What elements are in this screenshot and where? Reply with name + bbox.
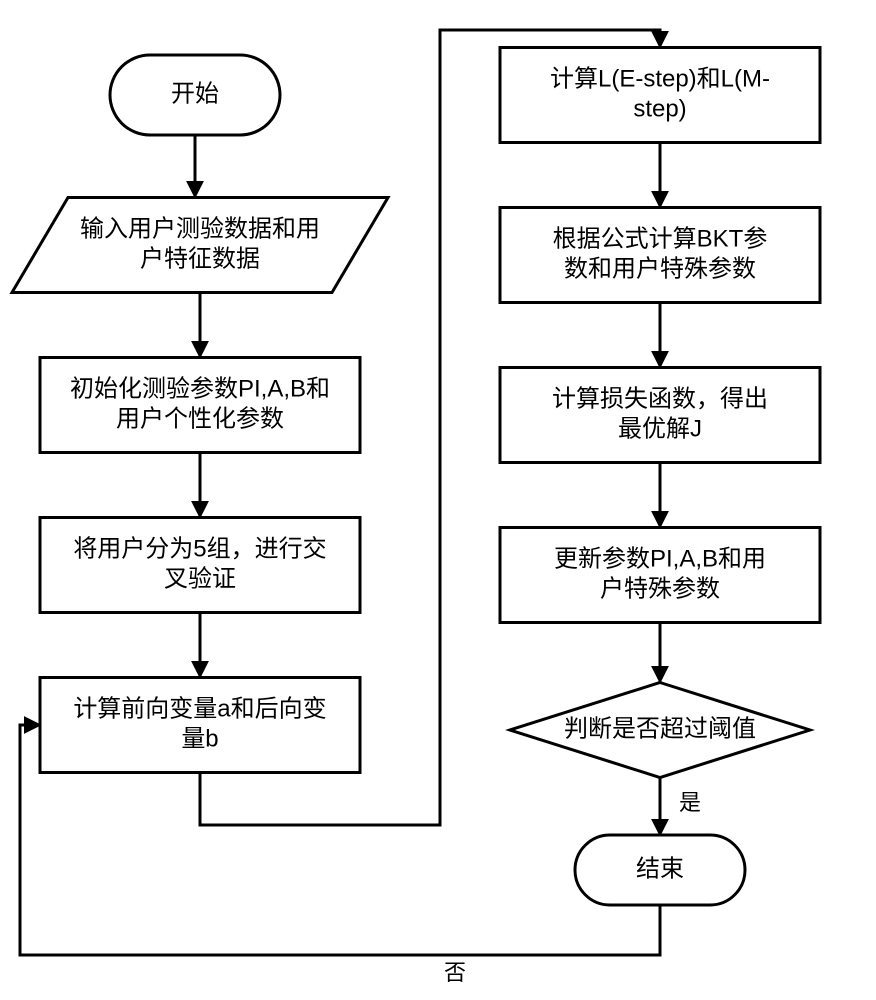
node-end: 结束 <box>575 835 745 905</box>
node-text-lstep-line-1: step) <box>633 95 686 122</box>
edge-label-decide-to-end: 是 <box>679 790 701 815</box>
node-text-fwdbwd-line-1: 量b <box>181 725 218 752</box>
node-text-end-line-0: 结束 <box>636 855 684 882</box>
node-text-fwdbwd-line-0: 计算前向变量a和后向变 <box>73 695 326 722</box>
node-text-input-line-0: 输入用户测验数据和用 <box>80 215 320 242</box>
node-text-cv-line-0: 将用户分为5组，进行交 <box>73 535 326 562</box>
node-lstep: 计算L(E-step)和L(M-step) <box>500 48 820 143</box>
node-cv: 将用户分为5组，进行交叉验证 <box>40 518 360 613</box>
node-text-cv-line-1: 叉验证 <box>164 565 236 592</box>
edge-label-decide-to-fwdbwd: 否 <box>444 960 466 985</box>
node-start: 开始 <box>110 55 280 135</box>
node-input: 输入用户测验数据和用户特征数据 <box>12 198 388 293</box>
node-update: 更新参数PI,A,B和用户特殊参数 <box>500 528 820 623</box>
node-bkt: 根据公式计算BKT参数和用户特殊参数 <box>500 208 820 303</box>
node-text-decide-line-0: 判断是否超过阈值 <box>564 715 756 742</box>
flowchart-canvas: 是否开始输入用户测验数据和用户特征数据初始化测验参数PI,A,B和用户个性化参数… <box>0 0 876 1000</box>
node-text-start-line-0: 开始 <box>171 80 219 107</box>
node-text-loss-line-0: 计算损失函数，得出 <box>552 385 768 412</box>
node-text-init-line-1: 用户个性化参数 <box>116 405 284 432</box>
node-text-bkt-line-1: 数和用户特殊参数 <box>564 255 756 282</box>
node-text-update-line-1: 户特殊参数 <box>600 575 720 602</box>
node-decide: 判断是否超过阈值 <box>510 683 810 778</box>
node-init: 初始化测验参数PI,A,B和用户个性化参数 <box>40 358 360 453</box>
nodes-group: 开始输入用户测验数据和用户特征数据初始化测验参数PI,A,B和用户个性化参数将用… <box>12 48 820 906</box>
node-text-loss-line-1: 最优解J <box>618 415 702 442</box>
node-fwdbwd: 计算前向变量a和后向变量b <box>40 678 360 773</box>
node-text-bkt-line-0: 根据公式计算BKT参 <box>553 225 768 252</box>
node-text-init-line-0: 初始化测验参数PI,A,B和 <box>70 375 330 402</box>
node-text-lstep-line-0: 计算L(E-step)和L(M- <box>550 65 770 92</box>
node-text-input-line-1: 户特征数据 <box>140 245 260 272</box>
node-text-update-line-0: 更新参数PI,A,B和用 <box>554 545 766 572</box>
node-loss: 计算损失函数，得出最优解J <box>500 368 820 463</box>
